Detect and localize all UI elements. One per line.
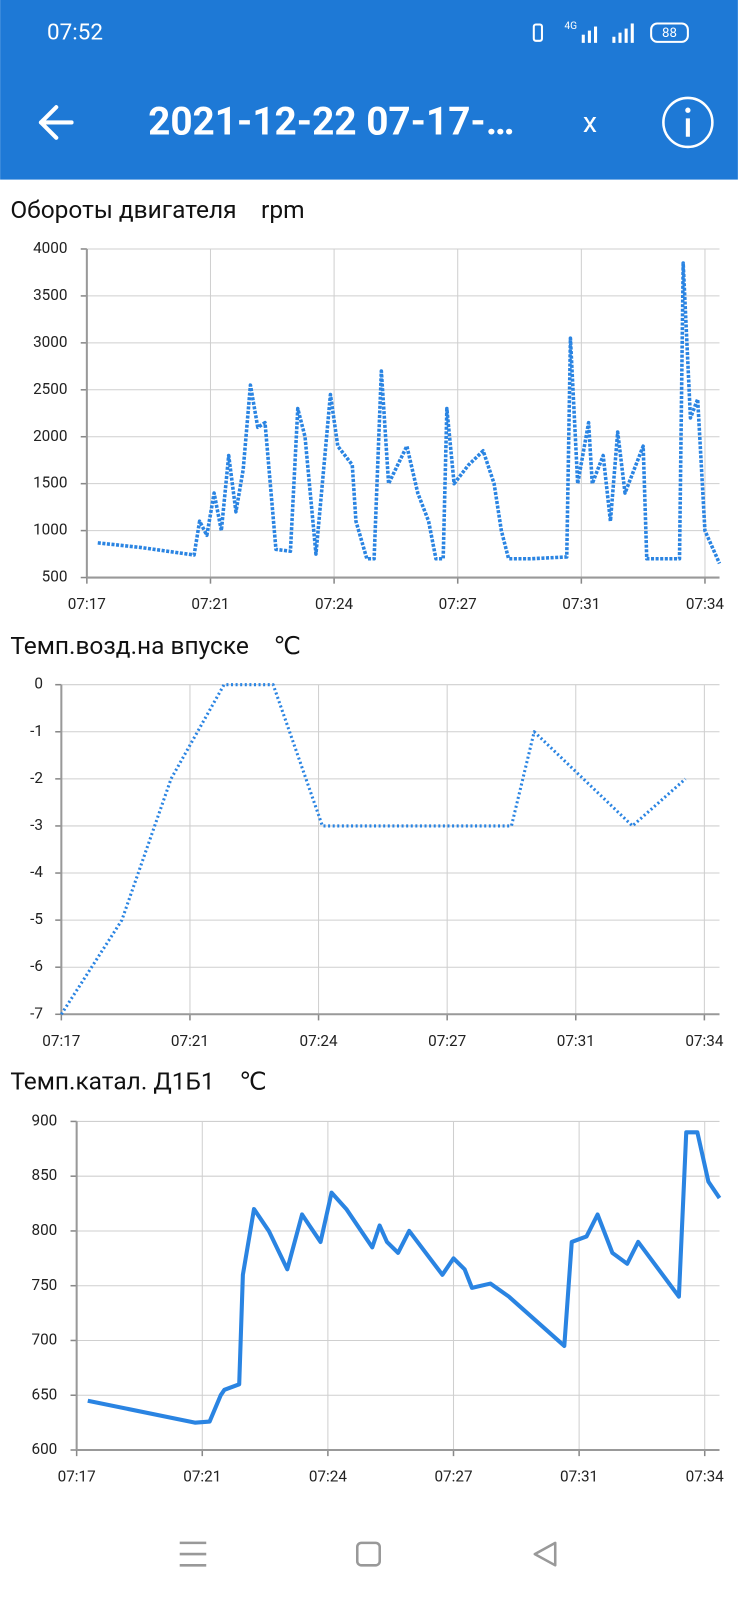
- status-time: 07:52: [47, 20, 103, 46]
- x-tick-label: 07:27: [439, 595, 477, 613]
- x-tick-label: 07:17: [58, 1468, 96, 1486]
- y-tick-label: -7: [30, 1004, 43, 1022]
- chart-title: Темп.катал. Д1Б1 ℃: [10, 1067, 266, 1096]
- x-tick-label: 07:27: [428, 1032, 466, 1050]
- x-tick-label: 07:24: [309, 1468, 347, 1486]
- close-button[interactable]: x: [583, 105, 597, 139]
- battery-icon: [650, 22, 689, 43]
- x-tick-label: 07:31: [562, 595, 600, 613]
- x-tick-label: 07:24: [315, 595, 353, 613]
- y-tick-label: -5: [30, 910, 43, 928]
- y-tick-label: 3500: [33, 286, 67, 304]
- y-tick-label: 850: [31, 1166, 57, 1184]
- title-text: Темп.катал. Д1Б1: [10, 1067, 214, 1096]
- chart-title: Обороты двигателя rpm: [10, 196, 304, 225]
- x-tick-label: 07:34: [685, 1032, 723, 1050]
- vibrate-icon: [532, 23, 543, 42]
- y-tick-label: 600: [31, 1440, 57, 1458]
- y-tick-label: 2500: [33, 380, 67, 398]
- signal-icon: [581, 23, 634, 43]
- title-text: Темп.возд.на впуске: [10, 631, 249, 660]
- y-tick-label: 700: [31, 1331, 57, 1349]
- status-icons: 4G 88: [532, 21, 689, 43]
- y-tick-label: 900: [31, 1111, 57, 1129]
- chart: Обороты двигателя rpm 500 1000 1500 2000 2500 3…: [10, 196, 724, 613]
- y-tick-label: -2: [30, 769, 43, 787]
- unit-text: ℃: [239, 1067, 266, 1096]
- y-tick-label: 3000: [33, 333, 67, 351]
- chart-title: Темп.возд.на впуске ℃: [10, 631, 301, 660]
- y-tick-label: 650: [31, 1385, 57, 1403]
- y-tick-label: 0: [34, 675, 43, 693]
- chart: Темп.катал. Д1Б1 ℃ 600 650 700 750 800 850 900 07…: [10, 1067, 724, 1485]
- x-tick-label: 07:21: [171, 1032, 209, 1050]
- info-button[interactable]: [662, 96, 714, 149]
- unit-text: rpm: [261, 196, 305, 225]
- x-tick-label: 07:34: [686, 1468, 724, 1486]
- nav-back[interactable]: [533, 1541, 557, 1567]
- app-title: 2021-12-22 07-17-…: [148, 100, 514, 145]
- nav-home[interactable]: [355, 1541, 381, 1567]
- x-tick-label: 07:21: [191, 595, 229, 613]
- y-tick-label: 500: [42, 568, 68, 586]
- y-tick-label: 800: [31, 1221, 57, 1239]
- title-text: Обороты двигателя: [10, 196, 236, 225]
- x-tick-label: 07:27: [434, 1468, 472, 1486]
- y-tick-label: 2000: [33, 427, 67, 445]
- chart: Темп.возд.на впуске ℃ -7 -6 -5 -4 -3 -2 -1 0 07:17…: [10, 631, 724, 1049]
- x-tick-label: 07:34: [686, 595, 724, 613]
- x-tick-label: 07:17: [68, 595, 106, 613]
- y-tick-label: 1000: [33, 521, 67, 539]
- y-tick-label: 4000: [33, 239, 67, 257]
- x-tick-label: 07:31: [560, 1468, 598, 1486]
- y-tick-label: 1500: [33, 474, 67, 492]
- data-line: [97, 261, 722, 565]
- y-tick-label: -3: [30, 816, 43, 834]
- x-tick-label: 07:17: [42, 1032, 80, 1050]
- y-tick-label: 750: [31, 1276, 57, 1294]
- back-button[interactable]: [38, 105, 74, 140]
- y-tick-label: -1: [30, 722, 43, 740]
- charts: Обороты двигателя rpm 500 1000 1500 2000 2500 3…: [10, 196, 724, 1486]
- x-tick-label: 07:21: [183, 1468, 221, 1486]
- data-line: [60, 683, 687, 1016]
- y-tick-label: -4: [30, 863, 43, 881]
- x-tick-label: 07:24: [300, 1032, 338, 1050]
- nav-bar: [179, 1541, 557, 1567]
- nav-menu[interactable]: [179, 1541, 207, 1567]
- y-tick-label: -6: [30, 957, 43, 975]
- data-line: [87, 1130, 722, 1425]
- app-header: [0, 0, 738, 180]
- network-type: 4G: [564, 21, 577, 32]
- unit-text: ℃: [273, 631, 300, 660]
- battery-level: 88: [662, 26, 677, 41]
- x-tick-label: 07:31: [557, 1032, 595, 1050]
